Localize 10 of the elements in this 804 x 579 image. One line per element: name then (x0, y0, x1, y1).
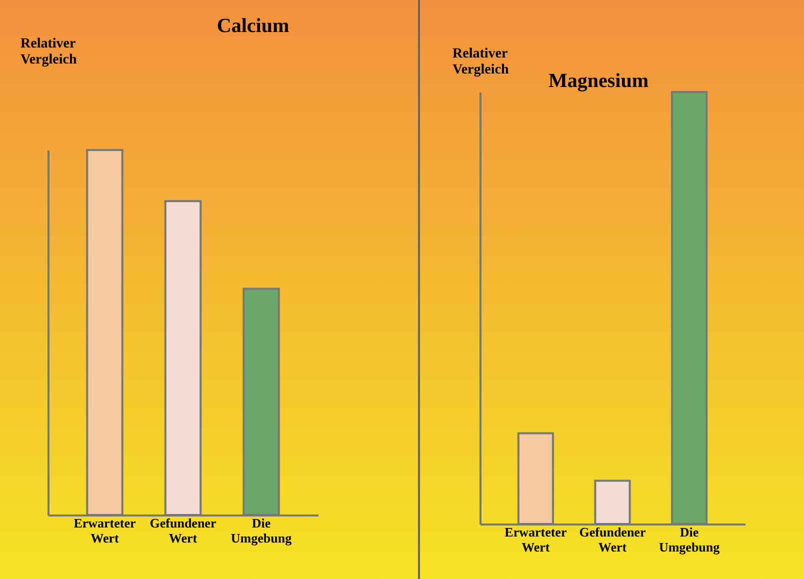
x-tick-label: Gefundener Wert (150, 516, 216, 546)
x-tick-label: Die Umgebung (230, 516, 292, 546)
x-tick-label: Erwarteter Wert (74, 516, 136, 546)
chart-title: Calcium (216, 15, 290, 37)
x-tick-label: Die Umgebung (658, 524, 720, 554)
y-axis-title: Relativer Vergleich (452, 46, 509, 78)
x-tick-label: Gefundener Wert (579, 524, 646, 554)
y-axis-title: Relativer Vergleich (20, 36, 77, 68)
x-tick-label: Erwarteter Wert (504, 524, 567, 554)
chart-title: Magnesium (548, 70, 649, 92)
